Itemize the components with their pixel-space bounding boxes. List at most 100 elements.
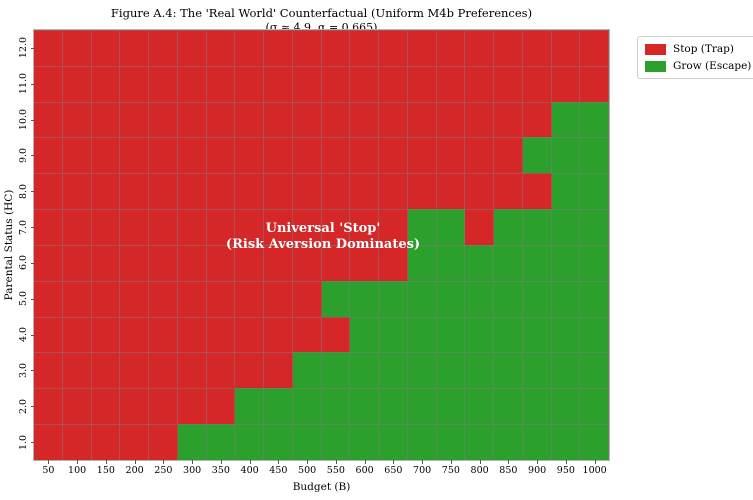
x-tick-mark (565, 460, 567, 464)
heatmap-cell (177, 209, 207, 245)
heatmap-cell (206, 388, 236, 425)
heatmap-cell (350, 137, 379, 174)
heatmap-cell (522, 244, 552, 281)
heatmap-cell (264, 424, 293, 460)
heatmap-cell (177, 173, 207, 210)
plot-area: Universal 'Stop' (Risk Aversion Dominate… (33, 29, 610, 461)
heatmap-cell (379, 137, 408, 174)
heatmap-cell (264, 173, 293, 210)
y-tick-label: 5.0 (14, 281, 34, 317)
x-tick-mark (479, 460, 481, 464)
heatmap-cell (321, 388, 351, 425)
legend-item: Stop (Trap) (645, 43, 751, 55)
heatmap-cell (206, 30, 236, 66)
heatmap-cell (379, 352, 408, 389)
y-tick-label: 8.0 (14, 173, 34, 209)
heatmap-cell (522, 30, 552, 66)
heatmap-cell (407, 316, 437, 353)
heatmap-cell (321, 101, 351, 138)
heatmap-cell (522, 316, 552, 353)
x-tick-label: 150 (92, 460, 121, 478)
heatmap-cell (120, 388, 149, 425)
heatmap-cell (120, 137, 149, 174)
heatmap-cell (551, 244, 581, 281)
heatmap-cell (177, 244, 207, 281)
x-tick-label: 50 (34, 460, 63, 478)
heatmap-cell (264, 280, 293, 317)
heatmap-cell (350, 244, 379, 281)
heatmap-cell (91, 424, 121, 460)
y-tick-mark (30, 191, 34, 193)
heatmap-cell (206, 316, 236, 353)
heatmap-cell (436, 424, 466, 460)
heatmap-cell (235, 65, 264, 102)
chart-title: Figure A.4: The 'Real World' Counterfact… (110, 6, 533, 20)
legend-swatch (645, 43, 666, 55)
heatmap-cell (91, 173, 121, 210)
heatmap-cell (34, 244, 63, 281)
heatmap-cell (292, 316, 322, 353)
x-tick-mark (393, 460, 395, 464)
x-tick-mark (422, 460, 424, 464)
heatmap-grid (34, 30, 609, 460)
heatmap-cell (34, 424, 63, 460)
heatmap-cell (321, 65, 351, 102)
heatmap-cell (494, 173, 523, 210)
heatmap-cell (407, 388, 437, 425)
heatmap-cell (34, 209, 63, 245)
heatmap-cell (264, 209, 293, 245)
y-axis-ticks: 12.0 11.0 10.0 9.0 8.0 7.0 6.0 5.0 4.0 3.0 2.0 1.0 (14, 30, 34, 460)
x-tick-mark (278, 460, 280, 464)
heatmap-cell (436, 352, 466, 389)
heatmap-cell (149, 101, 178, 138)
heatmap-cell (551, 137, 581, 174)
heatmap-cell (149, 424, 178, 460)
heatmap-cell (321, 137, 351, 174)
heatmap-cell (120, 30, 149, 66)
heatmap-cell (62, 209, 92, 245)
heatmap-cell (350, 209, 379, 245)
heatmap-cell (91, 65, 121, 102)
heatmap-cell (91, 30, 121, 66)
heatmap-cell (34, 137, 63, 174)
y-tick-label: 10.0 (14, 102, 34, 138)
heatmap-cell (177, 424, 207, 460)
heatmap-cell (264, 244, 293, 281)
heatmap-cell (235, 209, 264, 245)
heatmap-cell (149, 173, 178, 210)
y-tick-label: 7.0 (14, 209, 34, 245)
heatmap-cell (292, 137, 322, 174)
heatmap-cell (407, 209, 437, 245)
x-tick-mark (537, 460, 539, 464)
heatmap-cell (120, 316, 149, 353)
heatmap-cell (62, 316, 92, 353)
heatmap-cell (551, 316, 581, 353)
heatmap-cell (350, 424, 379, 460)
heatmap-cell (149, 244, 178, 281)
legend-label: Grow (Escape) (673, 60, 752, 72)
x-tick-label: 650 (379, 460, 408, 478)
heatmap-cell (62, 388, 92, 425)
x-tick-mark (77, 460, 79, 464)
heatmap-cell (580, 424, 609, 460)
heatmap-cell (149, 352, 178, 389)
x-tick-label: 350 (207, 460, 236, 478)
x-tick-label: 400 (235, 460, 264, 478)
x-axis-label: Budget (B) (292, 481, 351, 493)
heatmap-cell (580, 137, 609, 174)
heatmap-cell (321, 424, 351, 460)
heatmap-cell (91, 137, 121, 174)
annotation-line2: (Risk Aversion Dominates) (225, 237, 421, 252)
x-tick-label: 600 (350, 460, 379, 478)
heatmap-cell (62, 137, 92, 174)
y-tick-mark (30, 406, 34, 408)
heatmap-cell (407, 173, 437, 210)
y-tick-mark (30, 119, 34, 121)
x-tick-label: 850 (494, 460, 523, 478)
heatmap-cell (292, 280, 322, 317)
heatmap-cell (120, 244, 149, 281)
heatmap-cell (34, 388, 63, 425)
heatmap-cell (206, 65, 236, 102)
y-tick-label: 2.0 (14, 388, 34, 424)
